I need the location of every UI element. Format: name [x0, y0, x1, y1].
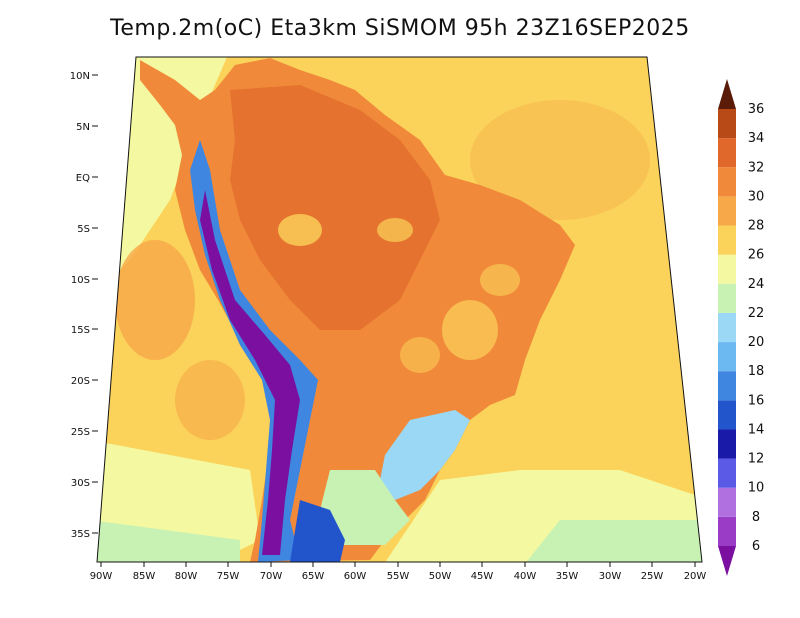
lat-label: 15S [71, 325, 90, 336]
colorbar-label: 6 [752, 539, 760, 554]
andes-very-cold [200, 190, 300, 555]
lon-label: 35W [556, 571, 579, 582]
lon-label: 40W [514, 571, 537, 582]
lon-label: 75W [217, 571, 240, 582]
warm-patch [400, 337, 440, 373]
colorbar-swatch [718, 371, 736, 401]
lat-label: 10S [71, 275, 90, 286]
warm-patch [480, 264, 520, 296]
lat-label: 10N [70, 71, 90, 82]
lat-label: 25S [71, 427, 90, 438]
colorbar-swatch [718, 196, 736, 226]
colorbar-label: 32 [748, 160, 765, 175]
lat-label: 30S [71, 478, 90, 489]
lon-label: 80W [175, 571, 198, 582]
lon-label: 20W [684, 571, 707, 582]
colorbar-label: 28 [748, 219, 765, 234]
colorbar-label: 14 [748, 422, 765, 437]
colorbar-swatch [718, 516, 736, 546]
lon-label: 50W [429, 571, 452, 582]
ocean-warm-pacific-south [175, 360, 245, 440]
colorbar-swatch [718, 400, 736, 430]
lon-label: 55W [387, 571, 410, 582]
colorbar-label: 10 [748, 481, 765, 496]
colorbar-label: 20 [748, 335, 765, 350]
colorbar-label: 22 [748, 306, 765, 321]
warm-patch [278, 214, 322, 246]
colorbar: 6 8 10 12 14 16 18 20 22 24 26 28 30 32 34 36 [718, 79, 764, 576]
ocean-warm-pacific [115, 240, 195, 360]
colorbar-swatch [718, 342, 736, 372]
colorbar-swatch [718, 312, 736, 343]
continent-hot-core [230, 85, 440, 330]
latitude-axis: 10N 5N EQ 5S 10S 15S 20S 25S 30S 35S [70, 71, 98, 540]
colorbar-min-arrow [718, 546, 736, 576]
lon-label: 45W [471, 571, 494, 582]
lon-label: 60W [344, 571, 367, 582]
colorbar-swatch [718, 487, 736, 517]
colorbar-label: 26 [748, 248, 765, 263]
map-field [97, 57, 702, 562]
page-title: Temp.2m(oC) Eta3km SiSMOM 95h 23Z16SEP20… [110, 16, 690, 41]
colorbar-swatch [718, 429, 736, 459]
colorbar-label: 34 [748, 131, 765, 146]
lon-label: 70W [260, 571, 283, 582]
lat-label: 5S [77, 224, 90, 235]
lon-label: 90W [90, 571, 113, 582]
colorbar-swatch [718, 109, 736, 139]
lon-label: 30W [599, 571, 622, 582]
colorbar-label: 8 [752, 510, 760, 525]
colorbar-swatch [718, 225, 736, 255]
warm-patch [377, 218, 413, 242]
warm-patch [442, 300, 498, 360]
ocean-warm-atlantic [470, 100, 650, 220]
lat-label: 20S [71, 376, 90, 387]
lon-label: 85W [133, 571, 156, 582]
southeast-cool [380, 410, 470, 500]
colorbar-swatch [718, 458, 736, 488]
colorbar-label: 24 [748, 277, 765, 292]
ocean-cold-south [520, 520, 702, 562]
map-frame [96, 56, 703, 563]
patagonia-cold [290, 500, 345, 562]
longitude-axis: 90W 85W 80W 75W 70W 65W 60W 55W 50W 45W … [90, 562, 707, 582]
south-cool [320, 470, 410, 545]
colorbar-swatch [718, 138, 736, 168]
colorbar-label: 16 [748, 393, 765, 408]
colorbar-max-arrow [718, 79, 736, 109]
colorbar-swatch [718, 283, 736, 313]
colorbar-label: 30 [748, 189, 765, 204]
lon-label: 25W [641, 571, 664, 582]
colorbar-label: 12 [748, 452, 765, 467]
lat-label: 35S [71, 529, 90, 540]
colorbar-label: 18 [748, 364, 765, 379]
colorbar-label: 36 [748, 102, 765, 117]
colorbar-swatch [718, 167, 736, 197]
lat-label: EQ [76, 173, 90, 184]
lon-label: 65W [302, 571, 325, 582]
ocean-cold-southwest [97, 520, 240, 562]
lat-label: 5N [76, 122, 90, 133]
colorbar-swatch [718, 254, 736, 284]
